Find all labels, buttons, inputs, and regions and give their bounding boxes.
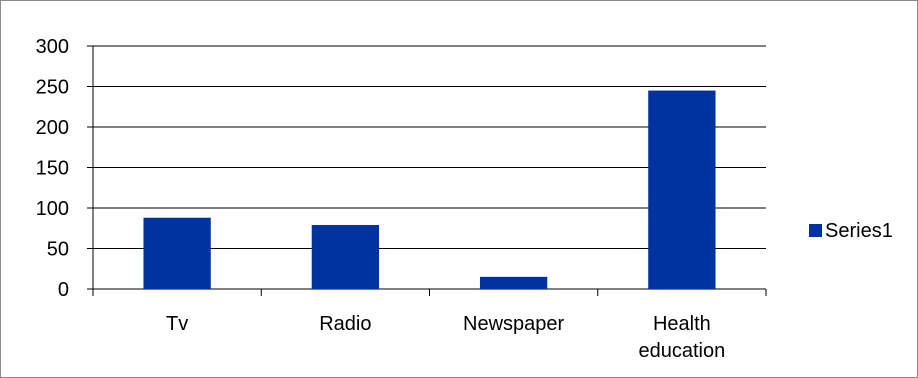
x-tick-label: Newspaper <box>463 313 565 335</box>
legend-swatch-series1 <box>809 224 822 237</box>
x-tick-labels: Tv Radio Newspaper Health education <box>166 313 725 362</box>
y-axis: 0 50 100 150 200 250 300 <box>36 36 94 301</box>
y-tick-label: 200 <box>36 117 69 139</box>
legend-label-series1: Series1 <box>825 220 893 242</box>
bar-radio <box>311 225 380 289</box>
x-tick-label: Health education <box>639 313 726 362</box>
bar-tv <box>143 217 211 289</box>
bar-newspaper <box>479 276 548 289</box>
y-tick-label: 50 <box>47 239 69 261</box>
x-axis <box>92 289 767 296</box>
y-tick-label: 0 <box>58 279 69 301</box>
bar-health-education <box>648 90 716 289</box>
y-tick-label: 100 <box>36 198 69 220</box>
legend: Series1 <box>809 220 893 242</box>
x-tick-label: Tv <box>166 313 188 335</box>
x-tick-label: Radio <box>319 313 371 335</box>
y-tick-label: 300 <box>36 36 69 58</box>
y-tick-label: 150 <box>36 158 69 180</box>
bars <box>143 90 716 289</box>
y-tick-label: 250 <box>36 77 69 99</box>
